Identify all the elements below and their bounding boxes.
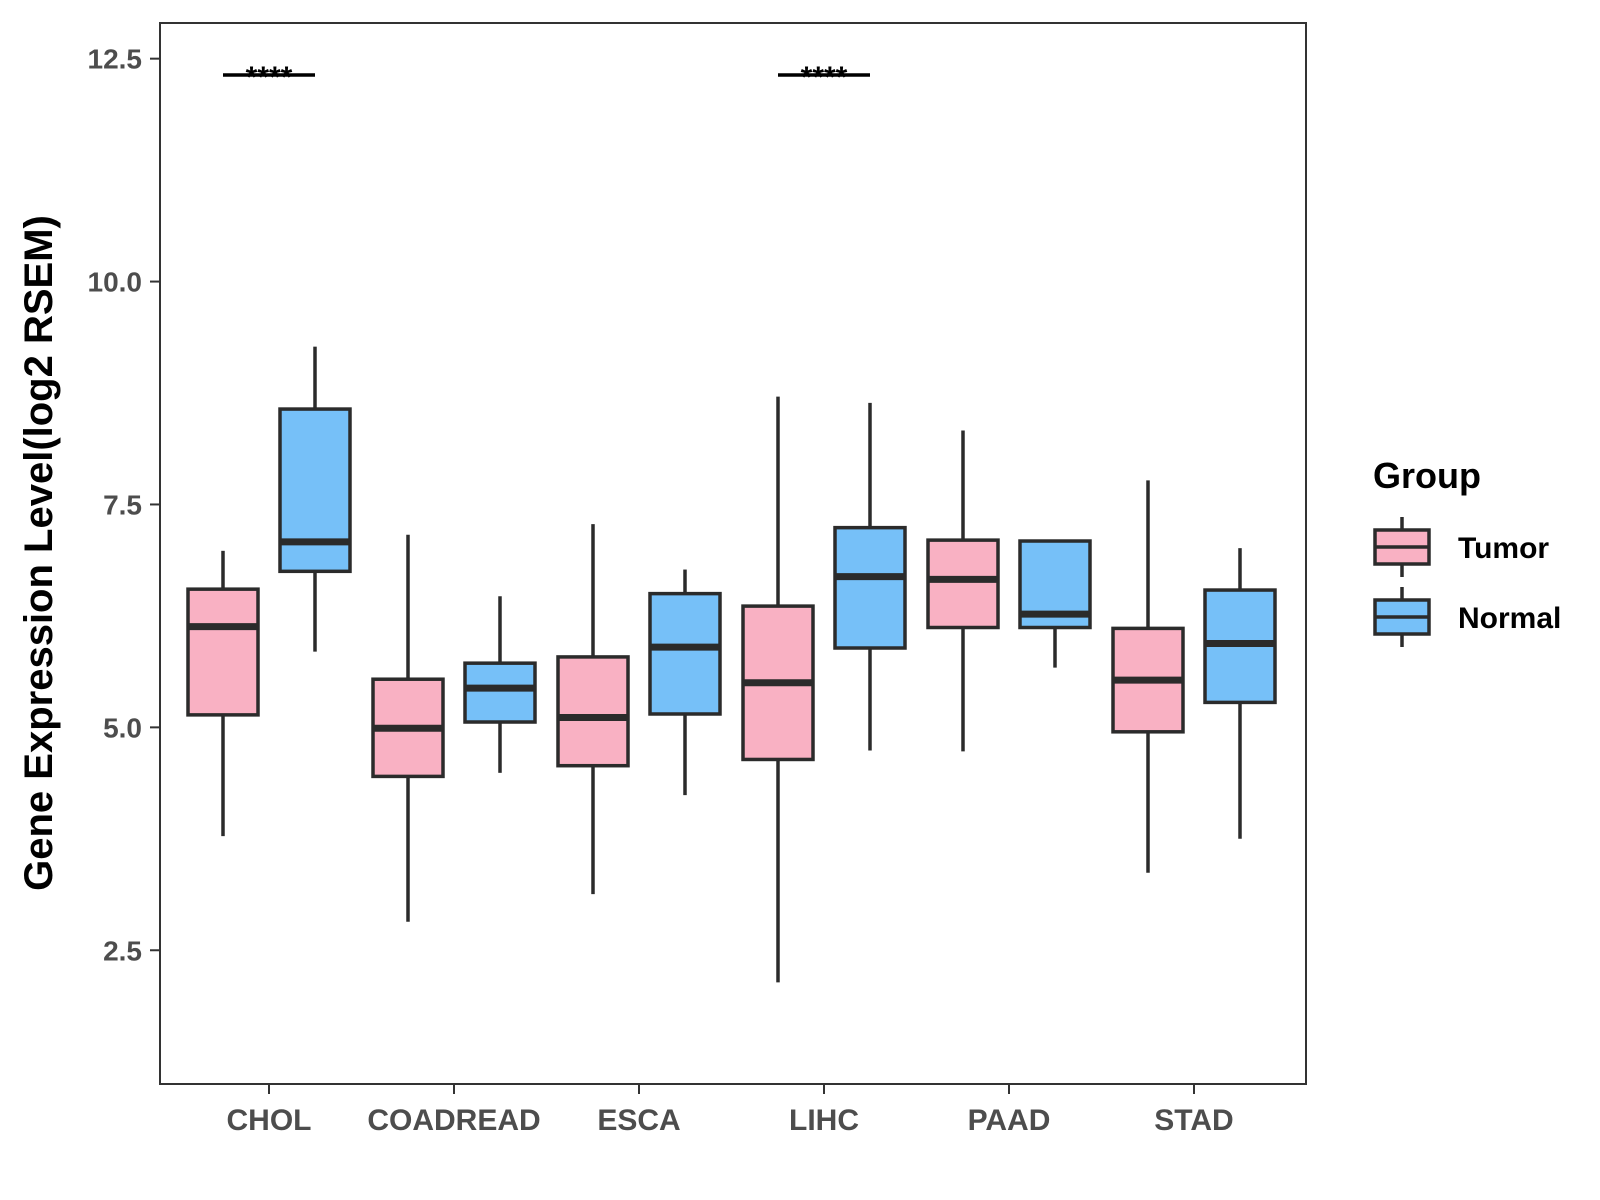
box-iqr: [278, 407, 352, 574]
y-tick-label: 12.5: [88, 44, 143, 75]
box-tumor-paad: [926, 430, 1000, 752]
box-tumor-lihc: [741, 396, 815, 983]
y-tick-label: 10.0: [88, 267, 143, 298]
x-tick-label: PAAD: [968, 1104, 1051, 1137]
box-iqr: [648, 591, 722, 716]
x-tick-label: COADREAD: [367, 1104, 540, 1137]
significance-label: ****: [801, 61, 848, 94]
box-series: [186, 346, 1277, 983]
box-iqr: [556, 655, 630, 768]
box-normal-lihc: [833, 402, 907, 751]
box-tumor-stad: [1111, 480, 1185, 873]
y-tick-label: 5.0: [103, 712, 142, 743]
box-normal-coadread: [463, 596, 537, 773]
box-tumor-chol: [186, 550, 260, 837]
box-normal-chol: [278, 346, 352, 652]
legend-entry-normal: Normal: [1373, 587, 1561, 647]
y-axis-title: Gene Expression Level(log2 RSEM): [17, 215, 61, 891]
x-tick-label: ESCA: [597, 1104, 680, 1137]
x-tick-label: STAD: [1154, 1104, 1233, 1137]
legend: Group Tumor Normal: [1373, 455, 1561, 647]
x-tick-label: CHOL: [227, 1104, 312, 1137]
x-axis: CHOL COADREAD ESCA LIHC PAAD STAD: [227, 1084, 1234, 1137]
y-tick-label: 7.5: [103, 489, 142, 520]
significance-annotations: **** ****: [223, 61, 870, 94]
box-iqr: [186, 587, 260, 717]
box-iqr: [926, 538, 1000, 630]
box-tumor-esca: [556, 524, 630, 895]
legend-title: Group: [1373, 455, 1481, 496]
box-tumor-coadread: [371, 534, 445, 922]
legend-entry-label: Normal: [1458, 602, 1561, 635]
y-axis: 2.5 5.0 7.5 10.0 12.5: [88, 44, 160, 966]
box-normal-paad: [1018, 539, 1092, 668]
x-tick-label: LIHC: [789, 1104, 859, 1137]
y-tick-label: 2.5: [103, 935, 142, 966]
legend-entry-label: Tumor: [1458, 532, 1549, 565]
box-iqr: [463, 661, 537, 724]
legend-entry-tumor: Tumor: [1373, 517, 1549, 577]
box-normal-esca: [648, 569, 722, 796]
significance-label: ****: [246, 61, 293, 94]
box-iqr: [833, 525, 907, 650]
box-normal-stad: [1203, 548, 1277, 839]
